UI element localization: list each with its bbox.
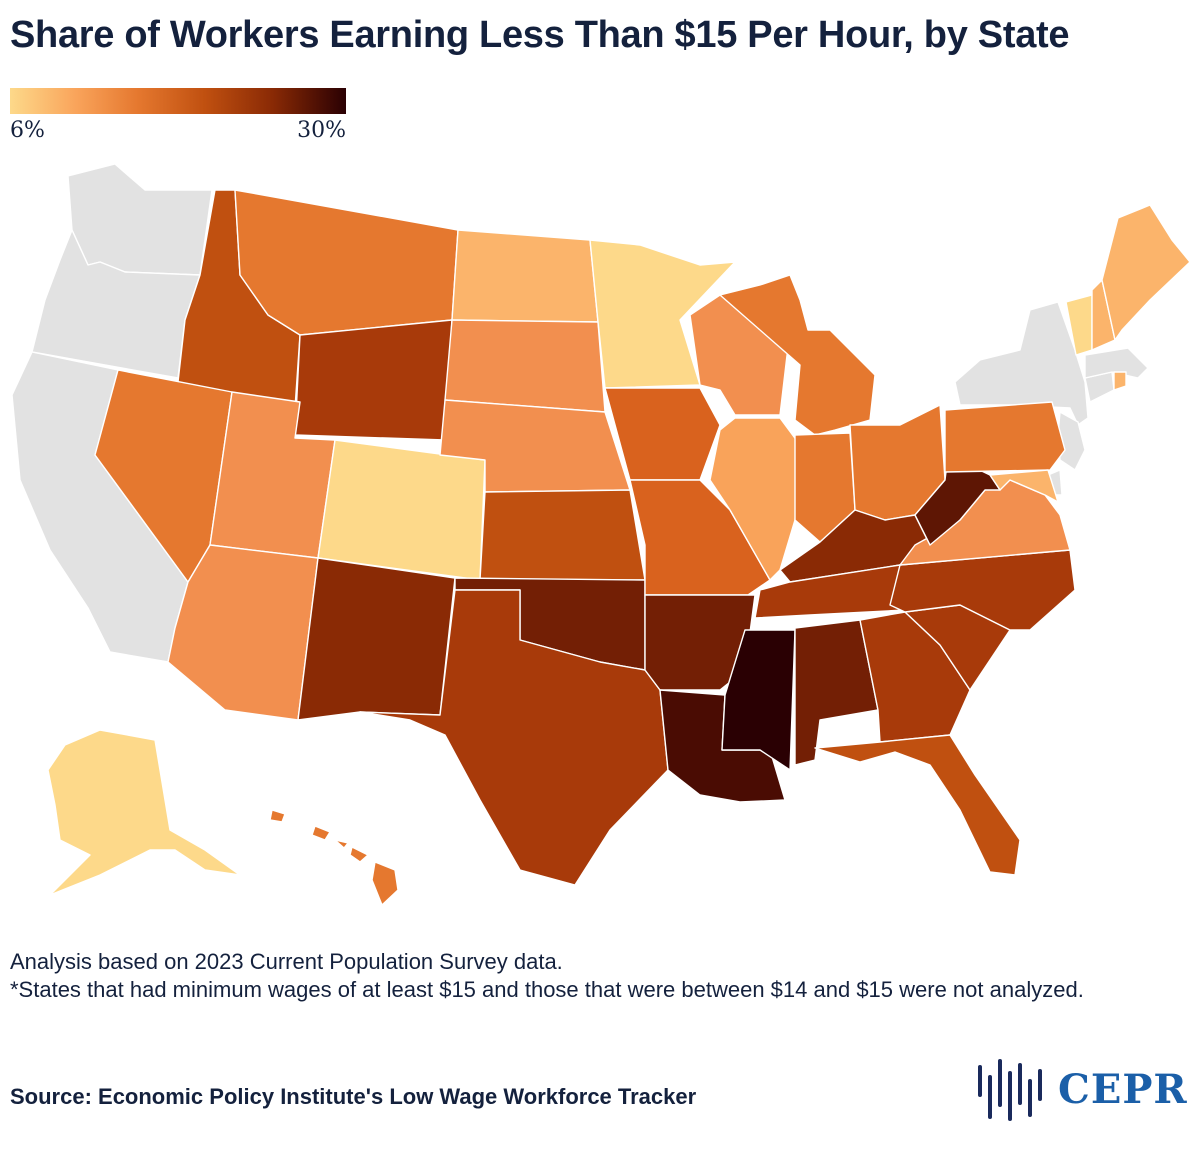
state-montana[interactable] (234, 189, 459, 336)
state-new-mexico[interactable] (297, 557, 456, 721)
note-line-2: *States that had minimum wages of at lea… (10, 976, 1084, 1002)
note-line-1: Analysis based on 2023 Current Populatio… (10, 949, 563, 974)
state-missouri[interactable] (629, 479, 771, 596)
state-florida[interactable] (814, 734, 1021, 876)
state-massachusetts[interactable] (1084, 347, 1149, 379)
legend-max-label: 30% (297, 118, 346, 143)
state-pennsylvania[interactable] (944, 401, 1066, 473)
state-kansas[interactable] (479, 489, 646, 581)
legend-min-label: 6% (10, 118, 45, 143)
legend-gradient-bar (10, 88, 346, 114)
color-legend: 6% 30% (10, 88, 346, 143)
state-north-dakota[interactable] (451, 229, 599, 323)
state-arkansas[interactable] (644, 594, 756, 691)
state-south-dakota[interactable] (444, 319, 606, 413)
source-credit: Source: Economic Policy Institute's Low … (10, 1084, 697, 1109)
state-colorado[interactable] (317, 439, 486, 581)
state-hawaii[interactable] (269, 809, 399, 906)
page-title: Share of Workers Earning Less Than $15 P… (10, 14, 1070, 56)
cepr-wordmark: CEPR (1058, 1065, 1188, 1113)
state-maine[interactable] (1101, 204, 1191, 341)
analysis-notes: Analysis based on 2023 Current Populatio… (10, 948, 1130, 1003)
state-north-carolina[interactable] (889, 549, 1076, 631)
state-wyoming[interactable] (294, 319, 453, 441)
state-washington[interactable] (67, 163, 213, 276)
state-iowa[interactable] (604, 387, 721, 481)
state-alaska[interactable] (47, 729, 241, 896)
us-choropleth-map (11, 163, 1191, 906)
state-texas[interactable] (359, 589, 669, 886)
state-rhode-island[interactable] (1113, 371, 1127, 391)
state-michigan[interactable] (719, 274, 876, 436)
state-maryland[interactable] (989, 469, 1059, 503)
state-illinois[interactable] (709, 417, 801, 581)
cepr-bars-icon (978, 1059, 1042, 1121)
cepr-logo: CEPR (972, 1055, 1188, 1123)
state-minnesota[interactable] (589, 239, 736, 389)
